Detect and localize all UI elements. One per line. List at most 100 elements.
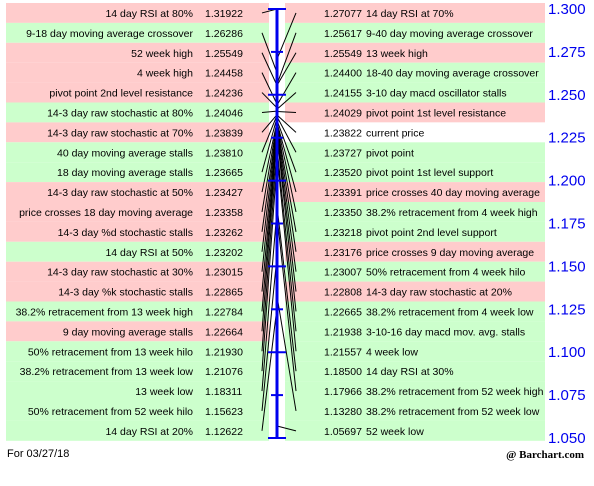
connector-left	[261, 128, 278, 272]
connector-right	[276, 295, 297, 412]
connector-left	[261, 121, 278, 193]
left-level-label: 38.2% retracement from 13 week high	[16, 306, 194, 318]
connector-left	[261, 52, 278, 86]
left-level-value: 1.23665	[205, 167, 243, 179]
row-left-bg	[6, 361, 269, 382]
row-right-bg	[285, 361, 545, 382]
right-level-value: 1.13280	[324, 406, 362, 418]
row-right-bg	[285, 42, 545, 63]
left-level-label: 14-3 day %k stochastic stalls	[58, 287, 193, 299]
row-right-bg	[285, 162, 545, 183]
right-level-value: 1.27077	[324, 8, 362, 20]
row-left-bg	[6, 221, 269, 242]
footer-brand: @ Barchart.com	[506, 449, 584, 461]
right-level-label: 9-40 day moving average crossover	[366, 28, 533, 40]
right-level-value: 1.23727	[324, 147, 362, 159]
row-right-bg	[285, 321, 545, 342]
left-level-label: 18 day moving average stalls	[57, 167, 193, 179]
left-level-value: 1.23839	[205, 127, 243, 139]
right-level-label: pivot point 2nd level support	[366, 227, 497, 239]
row-left-bg	[6, 202, 269, 222]
left-level-label: 14 day RSI at 50%	[105, 247, 193, 259]
row-left-bg	[6, 122, 269, 143]
right-level-value: 1.05697	[324, 426, 362, 438]
row-right-bg	[285, 102, 545, 123]
right-level-value: 1.23176	[324, 247, 362, 259]
connector-left	[261, 117, 278, 173]
left-level-value: 1.18311	[205, 386, 242, 398]
connector-right	[276, 215, 297, 392]
left-level-label: price crosses 18 day moving average	[19, 207, 193, 219]
connector-left	[261, 32, 278, 73]
row-right-bg	[285, 420, 545, 441]
left-level-label: 40 day moving average stalls	[57, 147, 193, 159]
right-level-value: 1.23007	[324, 267, 362, 279]
row-left-bg	[6, 321, 269, 342]
right-level-label: 14 day RSI at 70%	[366, 8, 454, 20]
left-level-value: 1.24236	[205, 88, 243, 100]
connector-right	[276, 134, 297, 312]
row-left-bg	[6, 420, 269, 441]
row-right-bg	[285, 281, 545, 302]
right-level-label: pivot point 1st level resistance	[366, 107, 506, 119]
right-level-value: 1.25617	[324, 28, 362, 40]
axis-tick-label: 1.150	[548, 258, 586, 275]
axis-tick-label: 1.125	[548, 301, 586, 318]
connector-right	[276, 206, 297, 372]
axis-tick-label: 1.200	[548, 173, 586, 190]
left-level-value: 1.21930	[205, 346, 243, 358]
right-level-label: 38.2% retracement from 4 week high	[366, 207, 538, 219]
row-left-bg	[6, 42, 269, 63]
axis-tick-label: 1.050	[548, 430, 586, 447]
connector-left	[261, 92, 278, 109]
right-level-label: 3-10-16 day macd mov. avg. stalls	[366, 326, 525, 338]
left-level-label: 14-3 day raw stochastic at 30%	[47, 267, 193, 279]
left-level-label: 14-3 day raw stochastic at 50%	[47, 187, 193, 199]
right-level-label: 50% retracement from 4 week hilo	[366, 267, 525, 279]
row-right-bg	[285, 261, 545, 282]
left-level-label: 50% retracement from 13 week hilo	[28, 346, 193, 358]
right-level-value: 1.23520	[324, 167, 362, 179]
right-level-label: 14 day RSI at 30%	[366, 366, 454, 378]
connector-left	[261, 209, 278, 392]
right-level-value: 1.21938	[324, 326, 362, 338]
row-left-bg	[6, 301, 269, 322]
right-level-value: 1.24155	[324, 88, 362, 100]
left-level-label: 9-18 day moving average crossover	[26, 28, 193, 40]
row-left-bg	[6, 102, 269, 123]
connector-left	[261, 72, 278, 105]
row-left-bg	[6, 3, 269, 23]
footer-date: For 03/27/18	[7, 448, 70, 460]
row-right-bg	[285, 182, 545, 202]
row-left-bg	[6, 182, 269, 202]
left-level-label: pivot point 2nd level resistance	[49, 88, 193, 100]
right-level-value: 1.24400	[324, 68, 362, 80]
right-level-label: 14-3 day raw stochastic at 20%	[366, 287, 512, 299]
connector-right	[276, 110, 297, 113]
right-level-label: 18-40 day moving average crossover	[366, 68, 539, 80]
left-level-value: 1.22664	[205, 326, 243, 338]
right-level-value: 1.23350	[324, 207, 362, 219]
left-level-value: 1.22784	[205, 306, 243, 318]
axis-tick-label: 1.100	[548, 344, 586, 361]
left-level-value: 1.23427	[205, 187, 243, 199]
row-left-bg	[6, 62, 269, 83]
row-right-bg	[285, 82, 545, 103]
row-left-bg	[6, 82, 269, 103]
right-level-label: current price	[366, 127, 425, 139]
axis-tick-label: 1.300	[548, 1, 586, 18]
row-right-bg	[285, 22, 545, 43]
right-level-value: 1.22808	[324, 287, 362, 299]
left-level-label: 14 day RSI at 80%	[105, 8, 193, 20]
axis-tick-label: 1.075	[548, 387, 586, 404]
left-level-value: 1.31922	[205, 8, 243, 20]
left-level-value: 1.23202	[205, 247, 243, 259]
connector-right	[276, 425, 297, 432]
connector-left	[261, 125, 278, 252]
connector-right	[276, 116, 297, 153]
right-level-value: 1.18500	[324, 366, 362, 378]
connector-left	[261, 255, 278, 411]
right-level-label: 38.2% retracement from 4 week low	[366, 306, 534, 318]
right-level-value: 1.17966	[324, 386, 362, 398]
